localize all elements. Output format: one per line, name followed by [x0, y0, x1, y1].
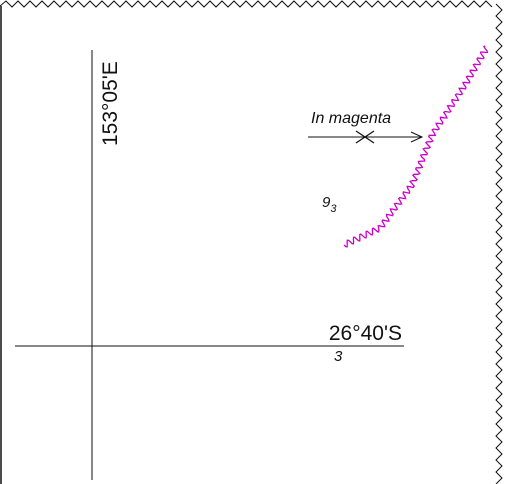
- depth-sounding-sub: 3: [330, 203, 337, 215]
- magenta-wavy-line: [343, 45, 489, 248]
- depth-sounding-main: 9: [322, 194, 331, 211]
- depth-sounding: 93: [322, 194, 337, 215]
- parallel-label: 26°40'S: [329, 322, 402, 345]
- chart-border-right: [495, 3, 503, 484]
- annotation-text: In magenta: [311, 110, 391, 127]
- cross-mark: [355, 130, 375, 144]
- chart-border-top: [0, 0, 493, 8]
- meridian-label: 153°05'E: [99, 61, 122, 146]
- parallel-sublabel: 3: [334, 348, 343, 365]
